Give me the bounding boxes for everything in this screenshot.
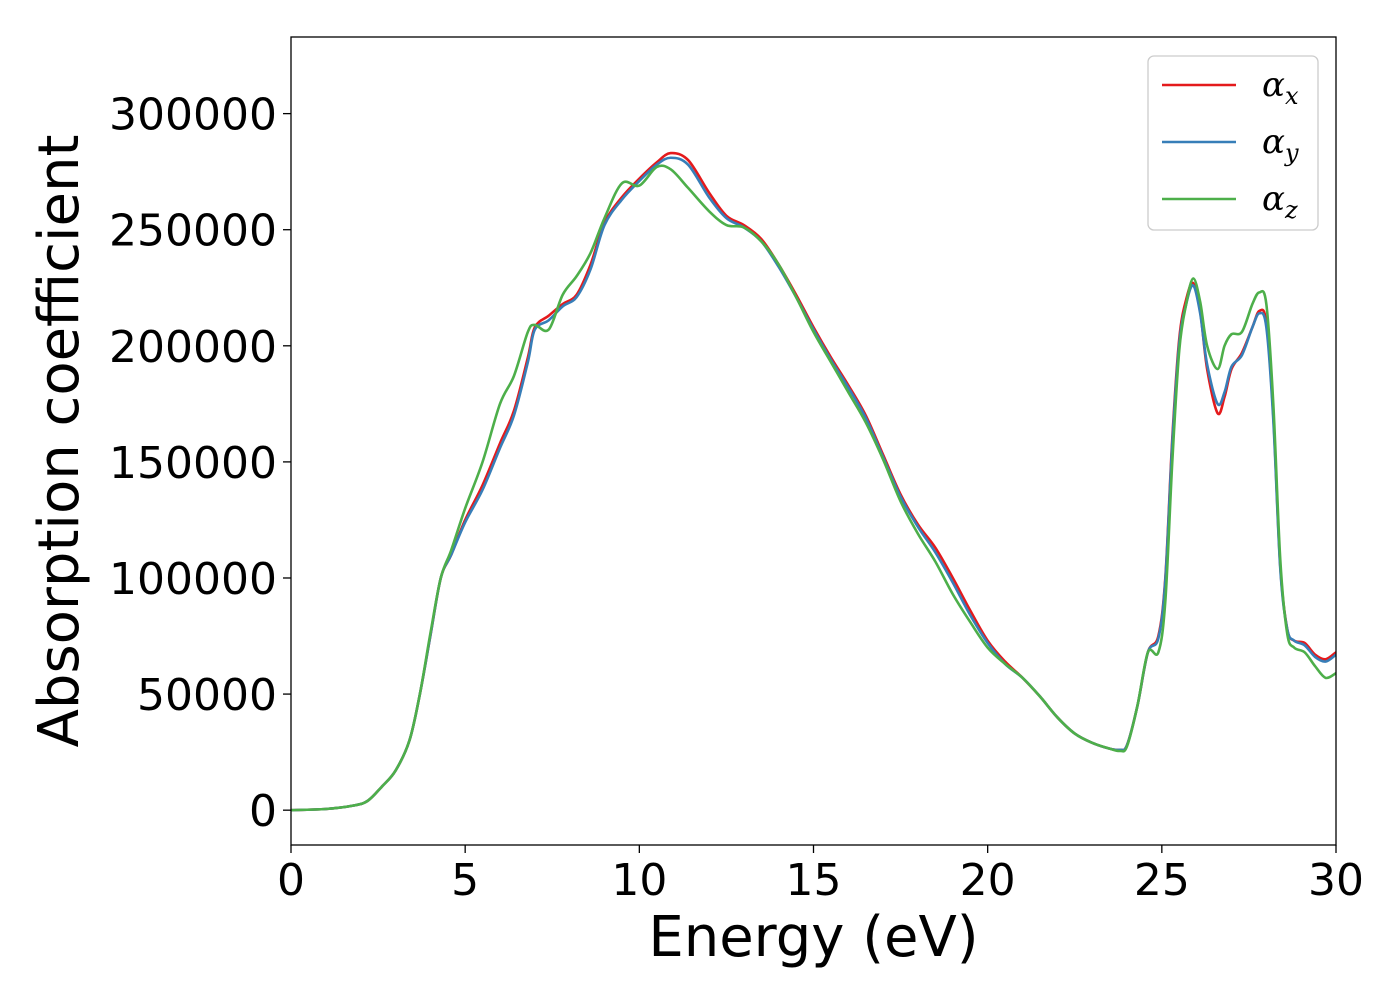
- x-tick-label: 20: [960, 855, 1016, 906]
- series-layer: [291, 151, 1336, 812]
- legend-subscript: x: [1285, 82, 1299, 110]
- ticks-layer: 0 5 10 15 20 25 30 0 50000 100000 150000 200000 2500…: [109, 90, 1364, 906]
- series-line-x: [291, 151, 1336, 812]
- y-tick-label: 250000: [109, 206, 277, 257]
- x-tick-label: 25: [1134, 855, 1190, 906]
- x-tick-label: 5: [451, 855, 479, 906]
- series-line-z: [291, 164, 1336, 812]
- y-tick-label: 50000: [137, 670, 277, 721]
- series-line-y: [291, 156, 1336, 812]
- legend-label-y: αy: [1262, 122, 1299, 167]
- legend-symbol: α: [1262, 65, 1285, 105]
- legend-subscript: z: [1284, 196, 1298, 224]
- x-tick-label: 15: [786, 855, 842, 906]
- x-axis-label: Energy (eV): [648, 905, 978, 970]
- y-tick-label: 150000: [109, 438, 277, 489]
- x-tick-label: 30: [1308, 855, 1364, 906]
- legend-label-z: αz: [1262, 179, 1298, 224]
- y-tick-label: 0: [249, 786, 277, 837]
- y-axis-label: Absorption coefficient: [27, 135, 92, 748]
- y-tick-label: 300000: [109, 90, 277, 141]
- legend-symbol: α: [1262, 179, 1285, 219]
- y-tick-label: 200000: [109, 322, 277, 373]
- legend-symbol: α: [1262, 122, 1285, 162]
- plot-frame: [290, 36, 1337, 846]
- legend-subscript: y: [1284, 139, 1299, 167]
- y-tick-label: 100000: [109, 554, 277, 605]
- x-tick-label: 10: [611, 855, 667, 906]
- x-tick-label: 0: [277, 855, 305, 906]
- legend-label-x: αx: [1262, 65, 1299, 110]
